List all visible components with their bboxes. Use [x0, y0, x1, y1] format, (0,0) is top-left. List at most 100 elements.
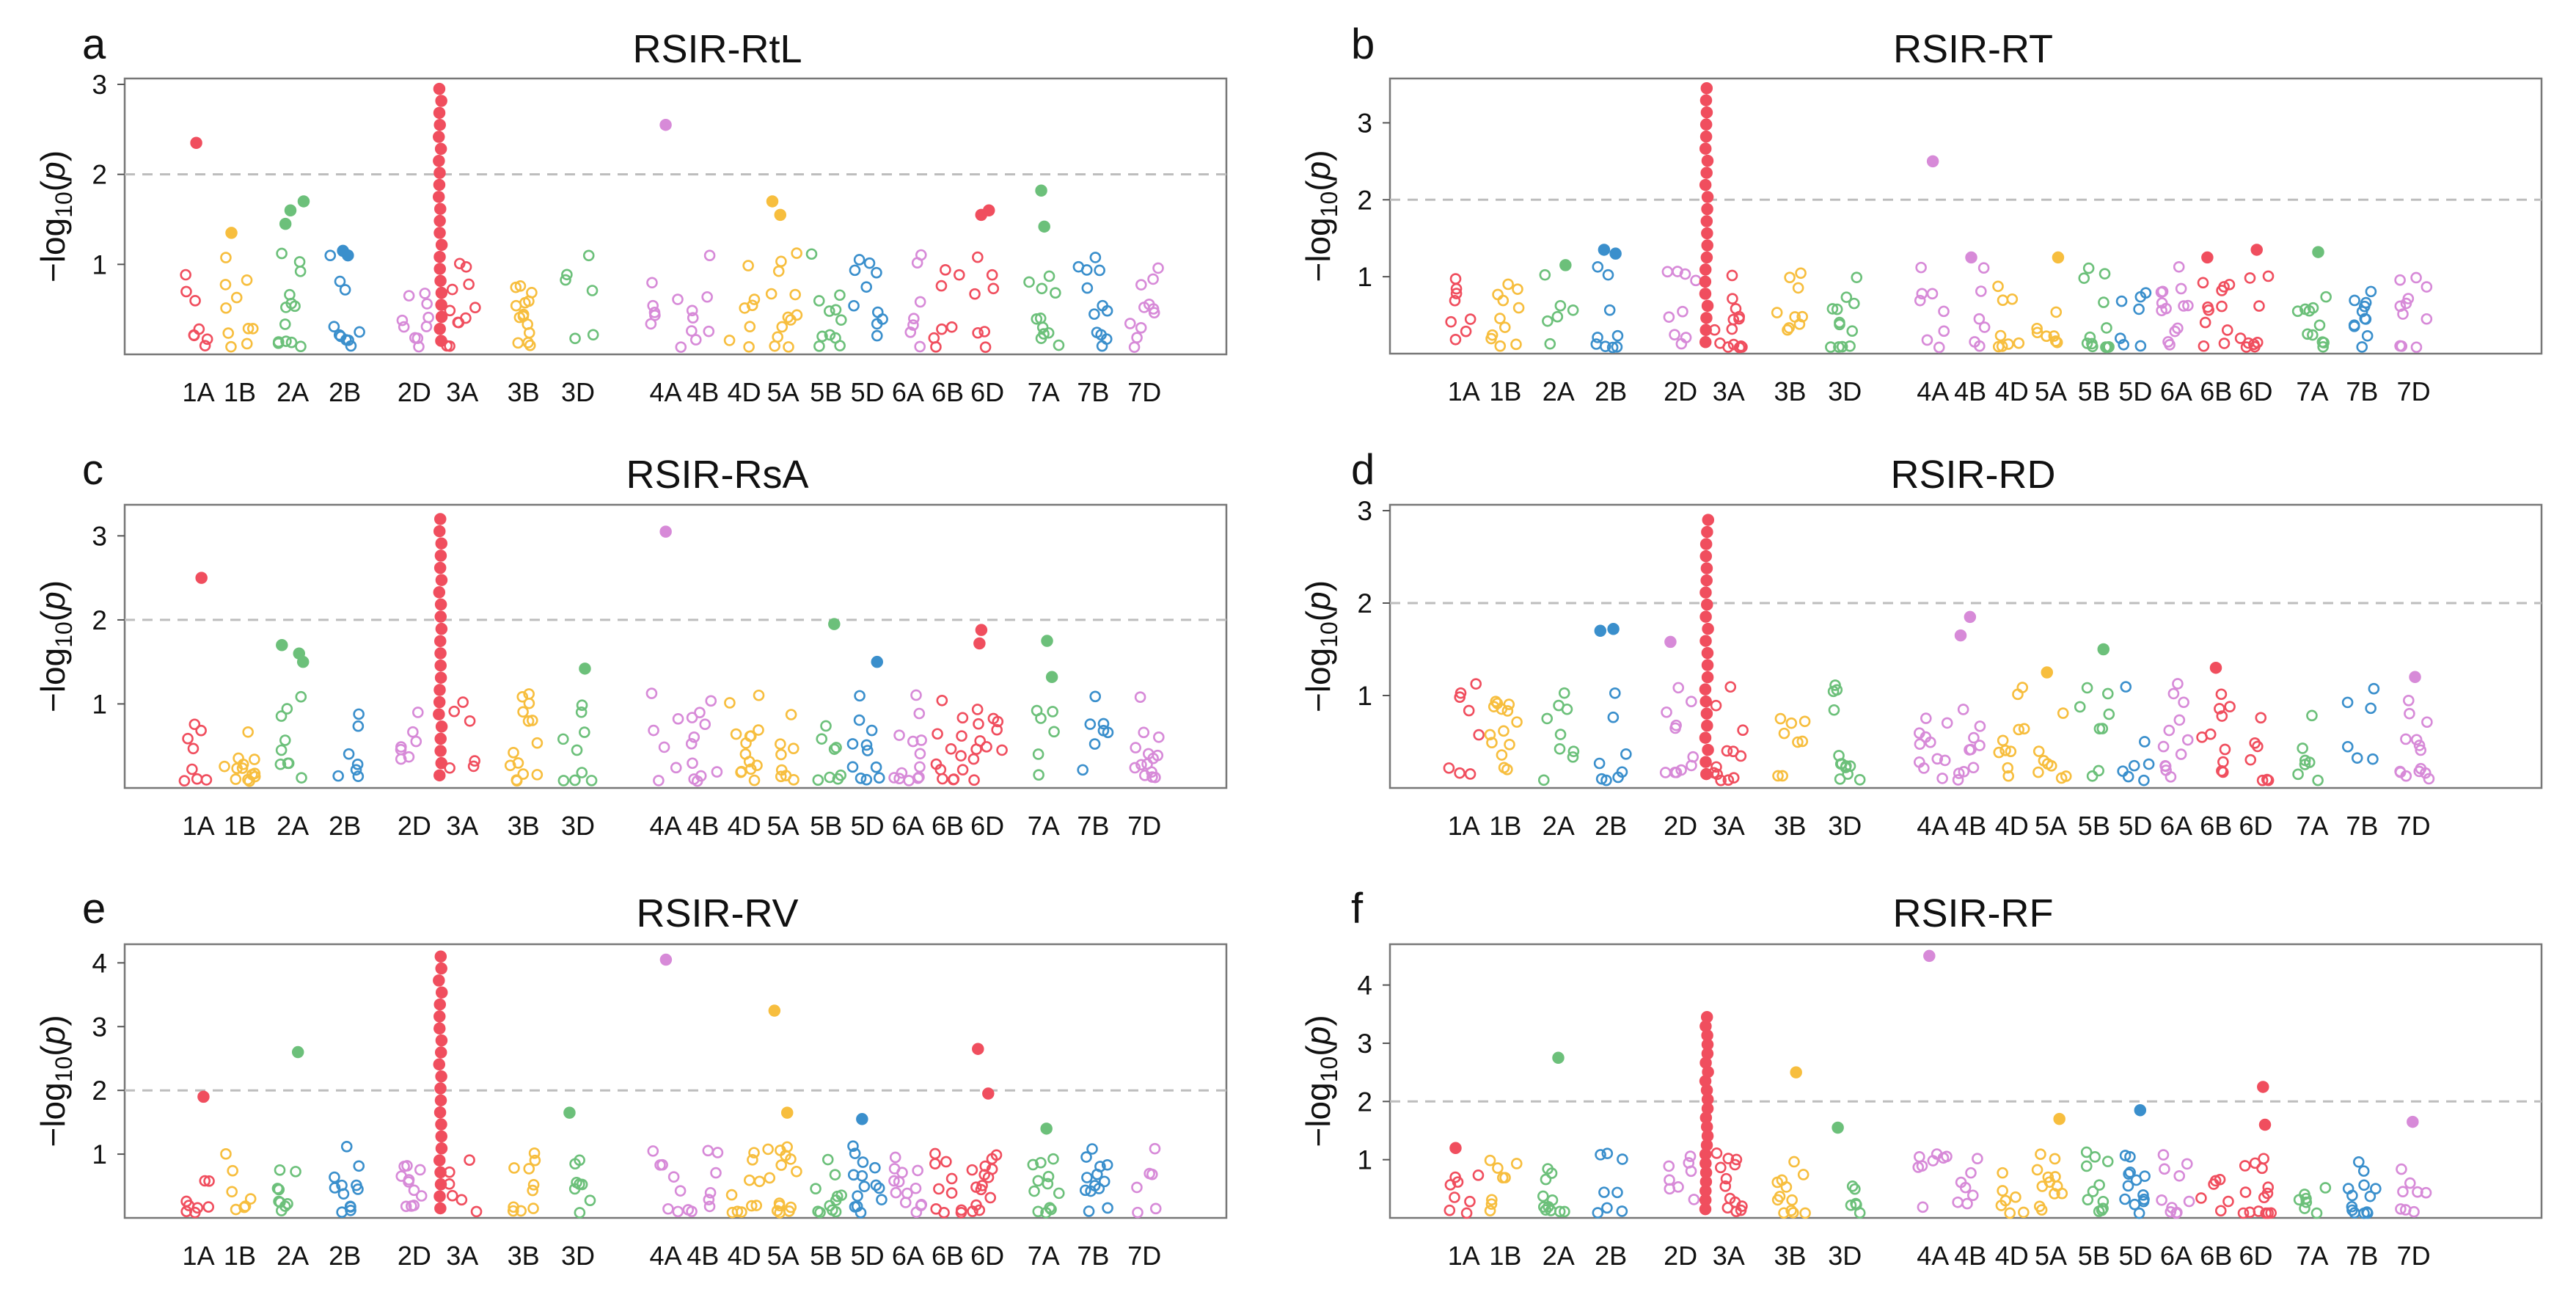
marker-point [249, 767, 261, 780]
y-axis-label: −log10(p) [34, 580, 77, 712]
x-tick-label: 2D [398, 1241, 431, 1271]
marker-point [2214, 703, 2225, 715]
marker-point [1955, 1176, 1967, 1189]
marker-point [1498, 725, 1510, 737]
marker-point [2249, 340, 2261, 353]
marker-point [1789, 311, 1801, 323]
marker-point [775, 738, 786, 750]
marker-point [990, 1149, 1003, 1161]
marker-point [1726, 269, 1738, 282]
marker-point [353, 1160, 365, 1172]
marker-point [1445, 315, 1457, 328]
x-tick-label: 7D [1127, 377, 1161, 407]
x-tick-label: 5D [2118, 376, 2152, 406]
marker-point [410, 735, 422, 748]
marker-point [1541, 712, 1554, 725]
marker-point [866, 724, 878, 737]
marker-point [249, 753, 260, 765]
significant-marker-point [973, 637, 986, 650]
marker-point [1701, 646, 1714, 660]
marker-point [968, 774, 980, 786]
marker-point [645, 687, 658, 699]
marker-point [986, 269, 998, 281]
marker-point [2307, 329, 2319, 341]
marker-point [2123, 1168, 2134, 1180]
marker-point [1941, 717, 1953, 729]
marker-point [1138, 726, 1150, 739]
marker-point [1047, 706, 1058, 718]
marker-point [1494, 313, 1506, 324]
marker-point [1616, 1205, 1628, 1217]
marker-point [1602, 269, 1614, 281]
marker-point [470, 1205, 483, 1218]
x-tick-label: 3D [561, 377, 595, 407]
x-tick-label: 1A [1448, 376, 1480, 406]
marker-point [2368, 682, 2380, 695]
marker-point [2222, 1195, 2234, 1208]
significant-marker-point [1041, 635, 1053, 647]
marker-point [1833, 341, 1845, 353]
marker-point [2356, 341, 2368, 353]
x-tick-label: 3D [1828, 376, 1862, 406]
marker-point [434, 274, 447, 288]
marker-point [2362, 1207, 2374, 1219]
marker-point [688, 731, 700, 743]
marker-point [945, 742, 957, 755]
marker-point [2087, 1186, 2099, 1197]
marker-point [2139, 736, 2151, 748]
marker-point [1592, 332, 1603, 343]
marker-point [1449, 294, 1461, 307]
marker-point [2348, 319, 2360, 332]
marker-point [1973, 313, 1986, 325]
marker-point [328, 321, 340, 333]
marker-point [1993, 746, 2005, 759]
marker-point [242, 773, 254, 786]
y-tick-label: 4 [1357, 971, 1372, 1001]
marker-point [830, 1194, 842, 1206]
x-tick-label: 1A [1448, 1241, 1480, 1271]
marker-point [189, 1206, 201, 1219]
marker-point [711, 1147, 724, 1158]
marker-point [433, 586, 446, 599]
marker-point [434, 1046, 447, 1059]
marker-point [1152, 262, 1164, 274]
marker-point [1785, 1205, 1797, 1216]
marker-point [1699, 336, 1712, 348]
marker-point [2319, 1182, 2332, 1194]
marker-point [938, 1207, 950, 1219]
marker-point [576, 699, 588, 712]
marker-point [2413, 740, 2426, 751]
marker-point [1828, 704, 1840, 716]
marker-point [1053, 1187, 1065, 1200]
marker-point [560, 274, 571, 286]
y-tick-label: 1 [92, 249, 107, 280]
marker-point [434, 142, 447, 156]
marker-point [242, 323, 255, 335]
marker-point [743, 340, 755, 353]
marker-point [929, 1147, 941, 1160]
marker-point [433, 513, 447, 525]
marker-point [398, 321, 410, 333]
marker-point [1042, 1170, 1055, 1183]
marker-point [1974, 740, 1986, 751]
x-tick-label: 3A [446, 811, 478, 841]
x-tick-label: 5B [810, 377, 842, 407]
marker-point [435, 574, 448, 586]
marker-point [1920, 712, 1932, 724]
marker-point [1699, 635, 1712, 647]
marker-point [1124, 318, 1136, 329]
marker-point [1917, 1201, 1929, 1213]
marker-point [334, 330, 347, 343]
marker-point [710, 1167, 722, 1179]
marker-point [791, 247, 802, 259]
marker-point [2402, 293, 2415, 304]
marker-point [220, 302, 232, 314]
marker-point [783, 1205, 795, 1217]
marker-point [1094, 1161, 1106, 1172]
x-tick-label: 2B [329, 377, 361, 407]
marker-point [1079, 1184, 1091, 1197]
x-tick-label: 4B [1954, 811, 1986, 841]
marker-point [1592, 1207, 1604, 1219]
marker-point [434, 659, 447, 672]
marker-point [219, 760, 230, 773]
